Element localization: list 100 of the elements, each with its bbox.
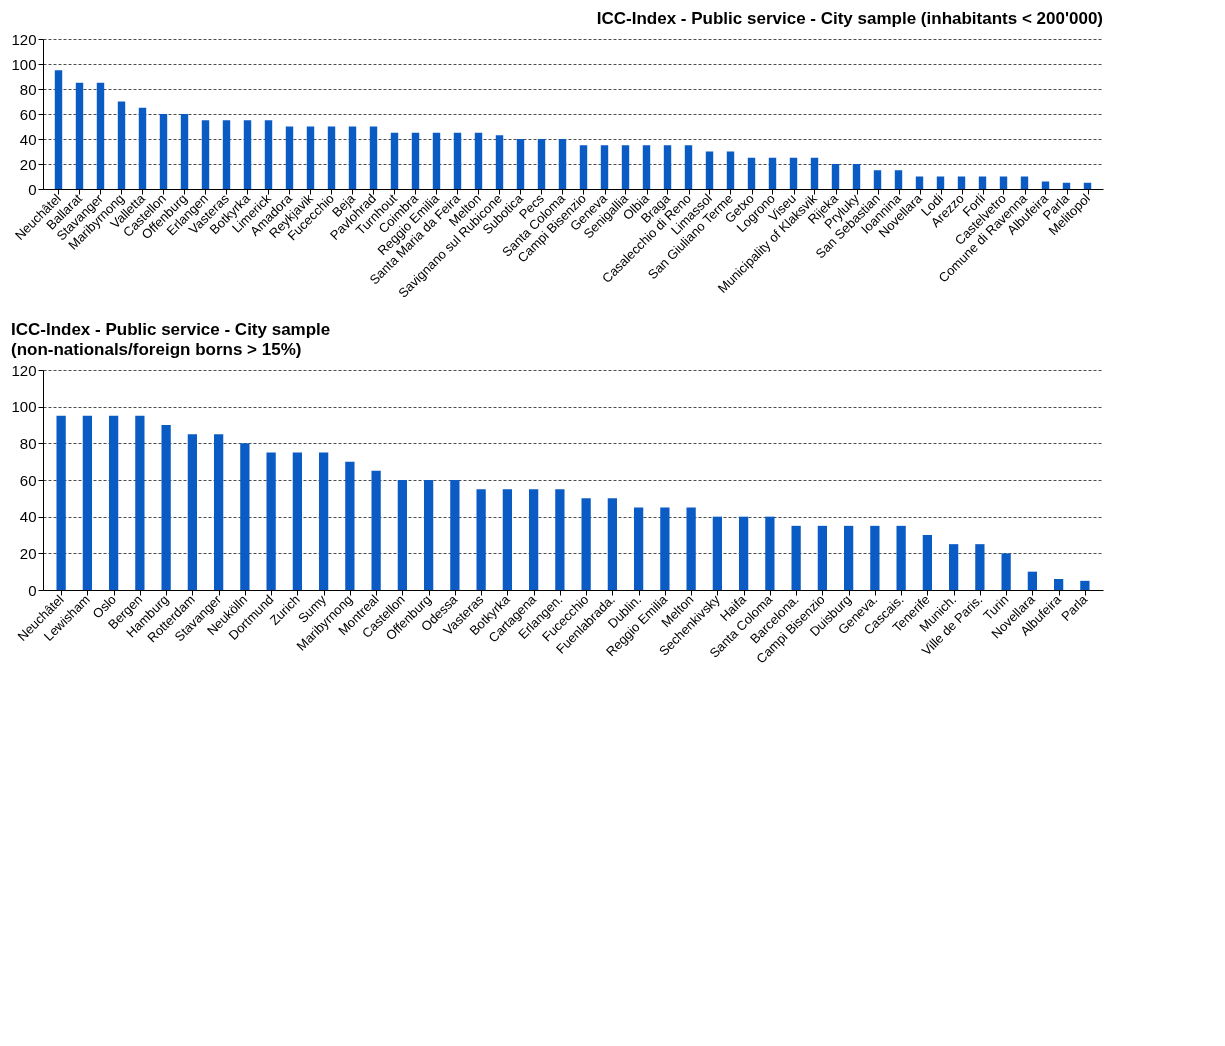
y-tick-label: 0 — [28, 581, 37, 599]
bar — [621, 145, 630, 189]
bar — [1020, 176, 1029, 189]
y-tick-label: 80 — [19, 80, 37, 98]
bar — [390, 132, 399, 189]
chart-title: ICC-Index - Public service - City sample — [10, 320, 331, 339]
bar — [1001, 553, 1011, 590]
y-tick-label: 100 — [11, 398, 37, 416]
bar — [264, 120, 273, 189]
bar — [607, 498, 618, 590]
bar — [1083, 182, 1092, 189]
bar — [180, 114, 189, 189]
bar — [138, 107, 147, 189]
y-tick-label: 40 — [19, 130, 37, 148]
y-tick-label: 20 — [19, 544, 37, 562]
bar — [957, 176, 966, 189]
y-tick-label: 80 — [19, 434, 37, 452]
bar — [817, 525, 828, 590]
bar — [915, 176, 924, 189]
bar — [765, 516, 775, 590]
bar — [581, 498, 591, 590]
bar — [450, 480, 460, 590]
bar — [75, 82, 84, 189]
bar — [642, 145, 651, 189]
bar — [975, 544, 985, 590]
bar — [96, 82, 105, 189]
y-tick-label: 40 — [19, 508, 37, 526]
bar — [600, 145, 609, 189]
bar — [978, 176, 987, 189]
chart-subtitle: (non-nationals/foreign borns > 15%) — [10, 340, 302, 359]
bar — [285, 126, 294, 189]
bar — [56, 415, 66, 590]
y-tick-label: 100 — [11, 55, 37, 73]
bar — [54, 70, 63, 189]
bar — [453, 132, 462, 189]
y-tick-label: 20 — [19, 155, 37, 173]
bar — [222, 120, 231, 189]
bar — [810, 157, 819, 189]
bar — [537, 139, 546, 189]
bar — [948, 544, 959, 590]
bar — [243, 120, 252, 189]
bar — [327, 126, 336, 189]
bar — [369, 126, 378, 189]
bar — [843, 525, 854, 590]
bar — [135, 415, 145, 590]
bar — [791, 525, 801, 590]
bar — [936, 176, 945, 189]
bar — [896, 525, 906, 590]
bar — [1080, 580, 1090, 590]
bar — [684, 145, 693, 189]
bar — [371, 470, 381, 590]
bar — [423, 480, 434, 590]
bar — [999, 176, 1008, 189]
y-tick-label: 120 — [11, 30, 37, 48]
bar — [117, 101, 126, 189]
chart-title: ICC-Index - Public service - City sample (inhabitants < 200'000) — [596, 9, 1103, 28]
bar — [528, 489, 539, 590]
bar — [726, 151, 735, 189]
bar — [894, 170, 903, 189]
bar — [1062, 182, 1071, 189]
bar — [705, 151, 714, 189]
bar — [1027, 571, 1038, 590]
bar — [159, 114, 168, 189]
bar — [502, 489, 513, 590]
bar — [738, 516, 749, 590]
bar — [633, 507, 644, 590]
bar — [873, 170, 882, 189]
bar — [292, 452, 303, 590]
bar — [348, 126, 357, 189]
bar — [318, 452, 329, 590]
bar — [240, 443, 250, 590]
bar — [345, 461, 355, 590]
bar — [852, 164, 861, 189]
bar — [789, 157, 798, 189]
y-tick-label: 60 — [19, 471, 37, 489]
bar — [516, 139, 525, 189]
bar — [108, 415, 119, 590]
bar — [82, 415, 93, 590]
y-tick-label: 0 — [28, 180, 37, 198]
y-tick-label: 60 — [19, 105, 37, 123]
bar — [1053, 579, 1064, 590]
bar — [306, 126, 315, 189]
bar — [712, 516, 723, 590]
bar — [213, 434, 224, 590]
bar — [266, 452, 276, 590]
y-tick-label: 120 — [11, 361, 37, 379]
bar — [579, 145, 588, 189]
bar — [555, 489, 565, 590]
bar — [474, 132, 483, 189]
bar — [663, 145, 672, 189]
bar — [411, 132, 420, 189]
bar — [558, 139, 567, 189]
bar — [768, 157, 777, 189]
bar — [187, 434, 198, 590]
bar — [161, 425, 171, 590]
bar — [870, 525, 880, 590]
bar — [831, 164, 840, 189]
bar — [660, 507, 670, 590]
bar — [201, 120, 210, 189]
bar — [686, 507, 696, 590]
